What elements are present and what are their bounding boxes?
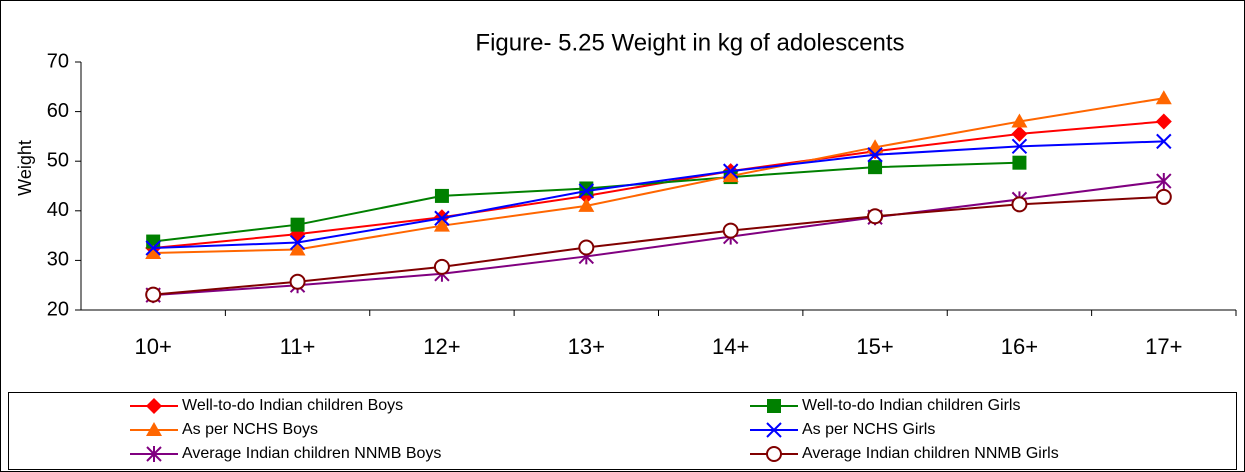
data-point xyxy=(289,273,306,290)
legend-marker xyxy=(146,422,162,436)
data-point xyxy=(578,197,595,212)
data-point xyxy=(1011,113,1028,128)
series-line xyxy=(153,195,1164,296)
data-point xyxy=(433,258,450,275)
data-point xyxy=(145,286,162,303)
legend-label: Average Indian children NNMB Girls xyxy=(802,445,1059,462)
data-point xyxy=(868,160,883,175)
x-tick-label: 10+ xyxy=(135,334,172,359)
y-tick-label: 30 xyxy=(47,249,69,271)
chart-title: Figure- 5.25 Weight in kg of adolescents xyxy=(475,29,904,56)
data-point xyxy=(578,183,595,199)
legend-marker xyxy=(766,422,782,438)
data-point xyxy=(433,217,450,232)
data-point xyxy=(289,234,306,251)
data-point xyxy=(1156,133,1172,150)
data-point xyxy=(434,188,449,203)
y-tick-label: 50 xyxy=(47,149,69,171)
data-point xyxy=(1011,196,1028,213)
y-tick-label: 70 xyxy=(47,50,69,72)
data-point xyxy=(1155,113,1172,130)
data-point xyxy=(578,239,595,256)
x-tick-label: 15+ xyxy=(856,334,893,359)
legend-marker xyxy=(766,446,782,462)
data-point xyxy=(290,217,305,232)
data-point xyxy=(579,181,594,196)
data-point xyxy=(867,147,883,163)
series-line xyxy=(153,180,1164,297)
y-tick-label: 60 xyxy=(47,100,69,122)
data-point xyxy=(145,244,162,259)
data-point xyxy=(1011,138,1028,155)
data-point xyxy=(1012,155,1027,170)
data-point xyxy=(289,241,306,256)
y-axis-label: Weight xyxy=(15,140,35,196)
x-tick-label: 14+ xyxy=(712,334,749,359)
data-point xyxy=(1156,173,1172,190)
y-tick-label: 20 xyxy=(47,298,69,320)
data-point xyxy=(867,208,884,225)
x-tick-label: 12+ xyxy=(423,334,460,359)
data-point xyxy=(722,163,739,179)
legend-label: Well-to-do Indian children Girls xyxy=(802,397,1020,414)
series-line xyxy=(153,97,1164,254)
legend xyxy=(8,392,1237,470)
legend-marker xyxy=(146,398,162,414)
x-tick-label: 16+ xyxy=(1001,334,1038,359)
data-point xyxy=(1155,90,1172,105)
legend-label: As per NCHS Girls xyxy=(802,421,935,438)
data-point xyxy=(434,210,450,226)
legend-label: Average Indian children NNMB Boys xyxy=(182,445,441,462)
legend-marker xyxy=(146,446,162,462)
x-tick-label: 17+ xyxy=(1145,334,1182,359)
data-point xyxy=(722,222,739,239)
data-point xyxy=(1011,125,1028,142)
legend-marker xyxy=(767,399,781,413)
data-point xyxy=(722,168,739,183)
x-tick-label: 11+ xyxy=(280,334,316,359)
x-tick-label: 13+ xyxy=(568,334,605,359)
legend-label: As per NCHS Boys xyxy=(182,421,318,438)
data-point xyxy=(1155,188,1172,205)
series-line xyxy=(153,140,1164,249)
legend-label: Well-to-do Indian children Boys xyxy=(182,397,403,414)
data-point xyxy=(145,240,161,256)
y-tick-label: 40 xyxy=(47,199,69,221)
